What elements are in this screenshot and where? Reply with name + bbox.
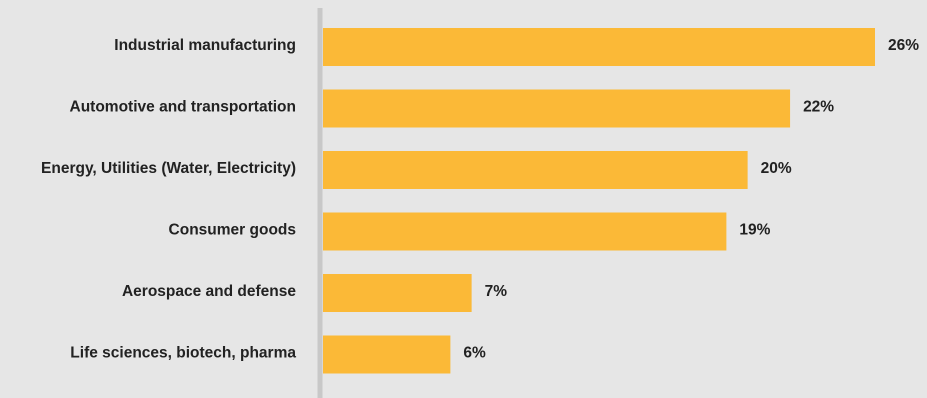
bar-4 bbox=[323, 212, 727, 251]
bar-1 bbox=[323, 28, 875, 66]
category-label-3: Energy, Utilities (Water, Electricity) bbox=[41, 160, 296, 177]
category-label-4: Consumer goods bbox=[169, 222, 296, 239]
value-label-1: 26% bbox=[888, 37, 919, 54]
category-label-6: Life sciences, biotech, pharma bbox=[70, 345, 296, 362]
category-label-5: Aerospace and defense bbox=[122, 283, 296, 300]
bar-3 bbox=[323, 151, 748, 189]
category-label-2: Automotive and transportation bbox=[70, 99, 296, 116]
category-labels-group: Industrial manufacturing Automotive and t… bbox=[41, 37, 296, 362]
value-label-3: 20% bbox=[761, 160, 792, 177]
bars-group bbox=[323, 28, 875, 374]
bar-5 bbox=[323, 274, 472, 312]
value-label-5: 7% bbox=[485, 283, 508, 300]
bar-6 bbox=[323, 335, 451, 374]
value-label-6: 6% bbox=[463, 345, 486, 362]
value-label-2: 22% bbox=[803, 99, 834, 116]
value-label-4: 19% bbox=[739, 222, 770, 239]
value-labels-group: 26% 22% 20% 19% 7% 6% bbox=[463, 37, 919, 362]
bar-2 bbox=[323, 89, 791, 128]
category-label-1: Industrial manufacturing bbox=[114, 37, 296, 54]
